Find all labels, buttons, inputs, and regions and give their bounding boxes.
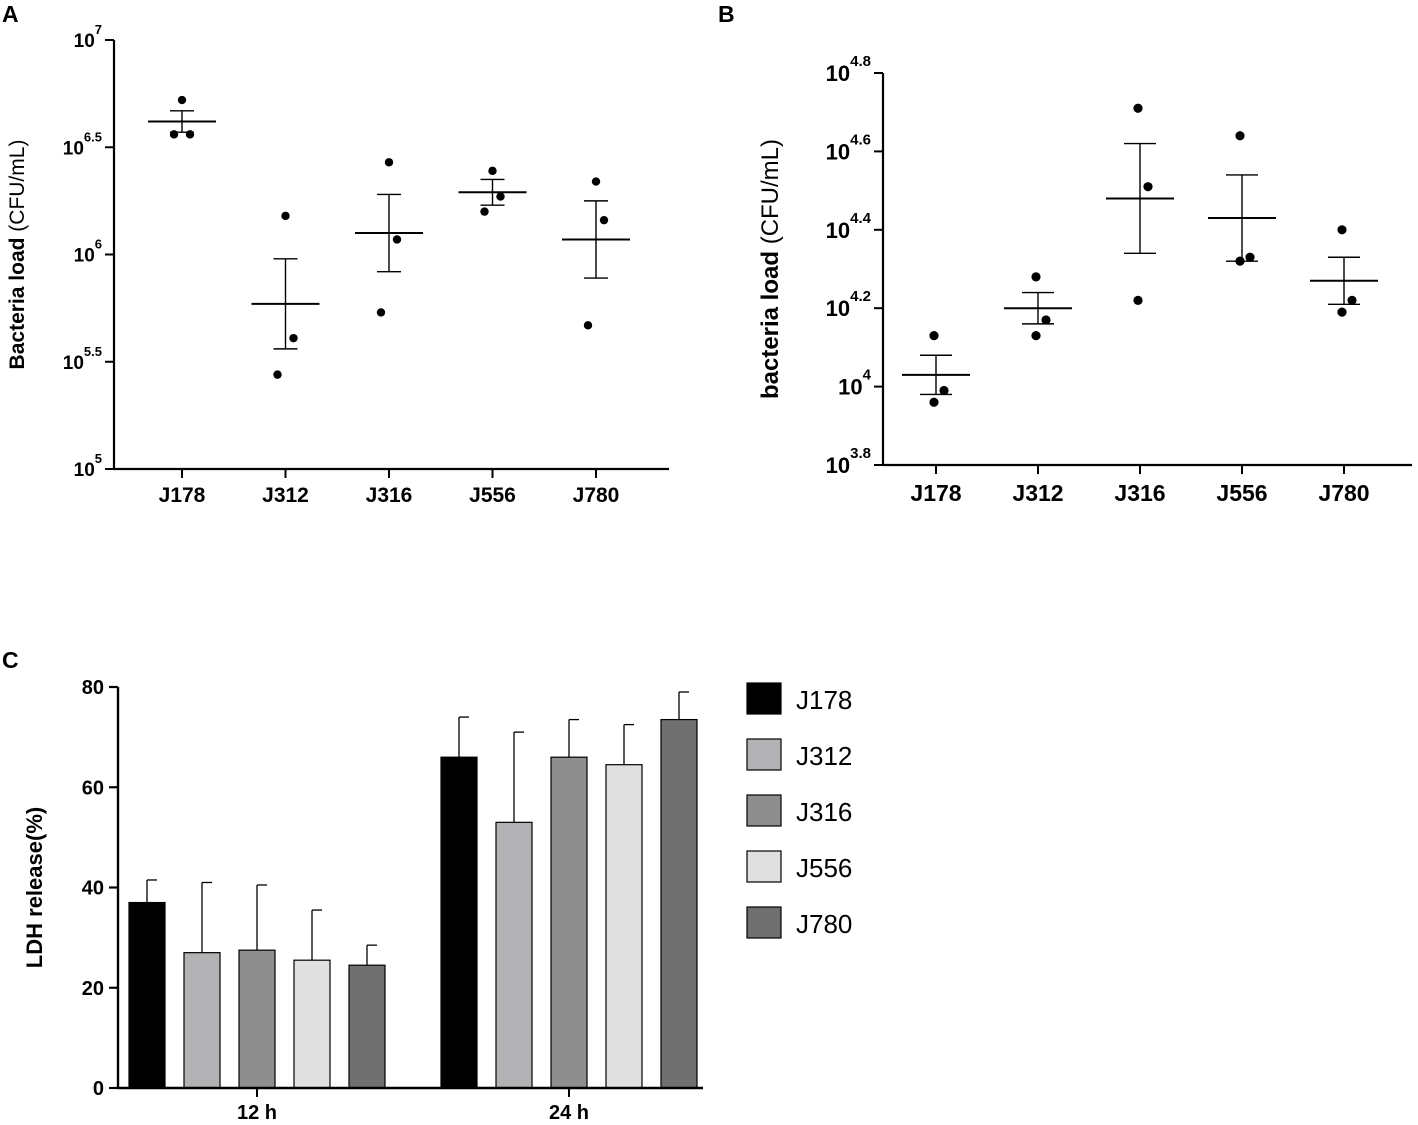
a-data-point: [583, 321, 593, 330]
panel-c-chart: 0 20 40 60 80 12 h 24 h LDH release(%) J178 J312 J…: [22, 677, 852, 1124]
c-y-tick-label: 40: [82, 878, 104, 900]
b-data-point: [1337, 307, 1347, 317]
c-bar-j780: [348, 964, 386, 1089]
b-data-point: [929, 397, 939, 407]
b-data-point: [929, 331, 939, 341]
c-category-label: 24 h: [549, 1102, 589, 1124]
b-data-point: [1031, 331, 1041, 341]
c-legend-swatch: [746, 794, 782, 827]
c-bar-j556: [605, 764, 643, 1089]
a-data-point: [599, 215, 609, 225]
c-bar-j312: [495, 821, 533, 1089]
c-bar-j178: [128, 901, 166, 1089]
a-y-tick-label: 106: [74, 237, 102, 267]
c-bar-j316: [550, 756, 588, 1089]
a-category-label: J312: [262, 484, 309, 507]
c-bar-j780: [660, 718, 698, 1089]
c-y-tick-label: 20: [82, 978, 104, 1000]
b-data-point: [1235, 131, 1245, 141]
a-category-label: J780: [573, 484, 620, 507]
a-data-point: [273, 370, 282, 379]
panel-letter-a: A: [2, 1, 19, 27]
b-data-point: [1337, 225, 1347, 235]
b-category-label: J178: [910, 480, 961, 506]
b-data-point: [1041, 315, 1051, 325]
c-y-tick-label: 60: [82, 777, 104, 799]
c-bar-j312: [183, 952, 221, 1089]
a-category-label: J316: [366, 484, 413, 507]
a-data-point: [177, 95, 187, 105]
b-data-point: [1133, 295, 1143, 305]
b-category-label: J556: [1216, 480, 1267, 506]
a-y-tick-label: 107: [74, 22, 102, 52]
c-legend-swatch: [746, 682, 782, 715]
a-category-label: J178: [159, 484, 206, 507]
b-data-point: [1347, 295, 1357, 305]
a-data-point: [169, 130, 179, 139]
a-data-point: [289, 333, 298, 343]
c-legend-label: J316: [796, 797, 852, 827]
a-category-label: J556: [469, 484, 516, 507]
a-y-tick-label: 105: [74, 451, 102, 481]
c-y-axis-label: LDH release(%): [22, 807, 47, 968]
c-bar-j556: [293, 959, 331, 1089]
panel-letter-c: C: [2, 647, 19, 673]
c-y-tick-label: 0: [93, 1078, 104, 1100]
b-category-label: J312: [1012, 480, 1063, 506]
b-y-tick-label: 103.8: [826, 445, 871, 478]
a-data-point: [480, 207, 489, 216]
b-data-point: [1143, 182, 1153, 192]
b-category-label: J780: [1318, 480, 1369, 506]
c-y-tick-label: 80: [82, 677, 104, 699]
b-y-tick-label: 104.6: [826, 131, 871, 164]
c-bar-j178: [440, 756, 478, 1089]
a-data-point: [376, 308, 386, 317]
a-data-point: [281, 211, 290, 221]
b-y-tick-label: 104: [838, 367, 871, 400]
a-data-point: [488, 166, 497, 176]
c-category-label: 12 h: [237, 1102, 277, 1124]
c-legend-label: J780: [796, 909, 852, 939]
a-data-point: [591, 177, 601, 186]
a-y-tick-label: 106.5: [63, 129, 102, 159]
b-data-point: [1133, 103, 1143, 113]
c-legend-swatch: [746, 738, 782, 771]
b-data-point: [1235, 256, 1245, 266]
b-category-label: J316: [1114, 480, 1165, 506]
b-data-point: [1031, 272, 1041, 282]
a-data-point: [496, 192, 505, 201]
a-y-axis-label: Bacteria load (CFU/mL): [6, 140, 29, 370]
c-legend-label: J178: [796, 685, 852, 715]
c-legend-swatch: [746, 906, 782, 939]
a-data-point: [392, 235, 402, 244]
panel-b-chart: 103.8 104 104.2 104.4 104.6 104.8 J178 J312 J316…: [757, 53, 1412, 506]
b-y-tick-label: 104.4: [826, 210, 872, 243]
b-y-tick-label: 104.2: [826, 288, 871, 321]
c-legend-swatch: [746, 850, 782, 883]
c-legend-label: J556: [796, 853, 852, 883]
a-data-point: [384, 158, 394, 167]
c-bar-j316: [238, 949, 276, 1089]
b-y-axis-label: bacteria load (CFU/mL): [757, 139, 784, 399]
a-data-point: [185, 130, 195, 139]
panel-letter-b: B: [718, 1, 735, 27]
b-data-point: [1245, 252, 1255, 262]
a-y-tick-label: 105.5: [63, 344, 102, 374]
b-data-point: [939, 385, 949, 396]
panel-a-chart: 105 105.5 106 106.5 107 J178 J312 J316 J556 J780 B…: [6, 22, 669, 507]
c-legend-label: J312: [796, 741, 852, 771]
b-y-tick-label: 104.8: [826, 53, 871, 86]
